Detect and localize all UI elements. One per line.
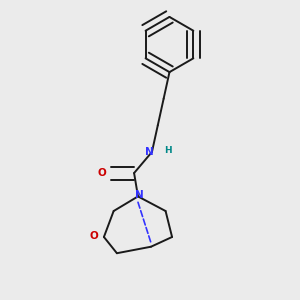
- Text: N: N: [145, 147, 154, 157]
- Text: N: N: [135, 190, 144, 200]
- Text: O: O: [97, 168, 106, 178]
- Text: H: H: [164, 146, 171, 155]
- Text: O: O: [90, 231, 98, 241]
